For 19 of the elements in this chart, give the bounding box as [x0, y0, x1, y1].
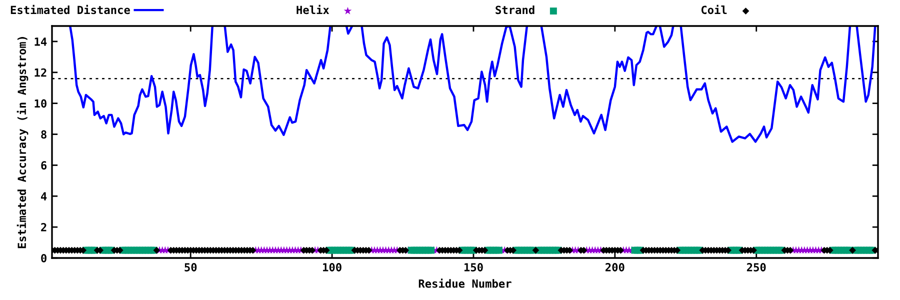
x-tick-label: 50: [184, 263, 197, 272]
legend-label: Estimated Distance: [10, 4, 130, 14]
x-tick-label: 150: [464, 263, 483, 272]
y-tick-label: 12: [34, 68, 46, 77]
legend-label: Helix: [296, 4, 330, 14]
y-axis-title: Estimated Accuracy (in Angstrom): [16, 37, 28, 248]
x-tick-label: 200: [606, 263, 624, 272]
y-tick-label: 14: [34, 38, 47, 46]
legend-label: Strand: [496, 6, 534, 14]
y-tick-label: 8: [41, 130, 46, 139]
x-axis-title: Residue Number: [418, 278, 512, 288]
x-tick-label: 250: [746, 263, 766, 272]
x-tick-label: 100: [323, 263, 342, 272]
y-tick-label: 10: [34, 99, 46, 108]
y-tick-label: 6: [41, 161, 47, 170]
legend-label: Coil: [701, 4, 727, 14]
y-tick-label: 2: [41, 223, 46, 232]
y-tick-label: 4: [41, 192, 47, 200]
y-tick-label: 0: [41, 254, 46, 262]
